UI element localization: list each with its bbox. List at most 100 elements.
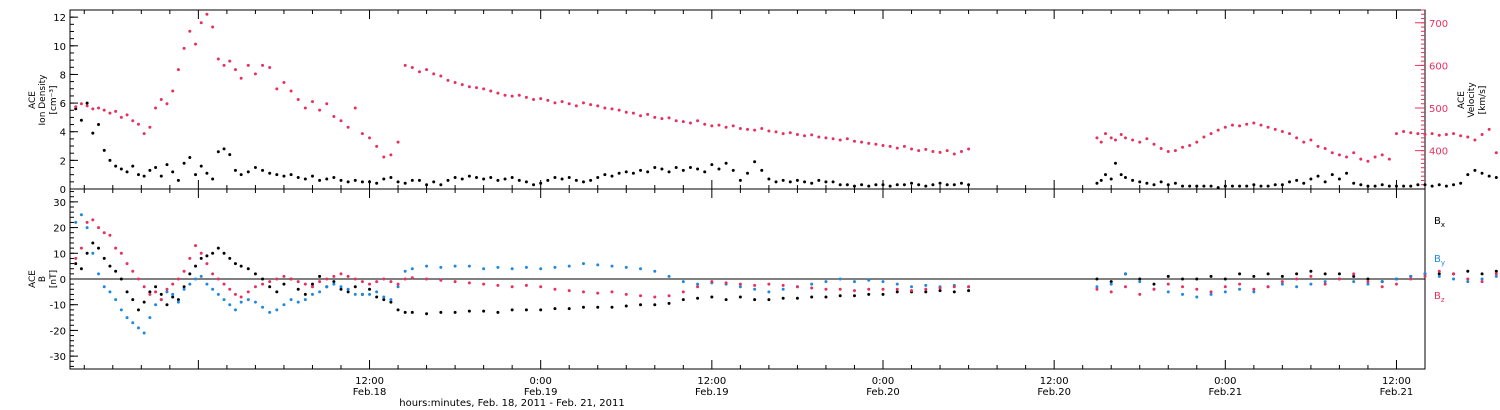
by-point xyxy=(1252,290,1256,294)
bx-point xyxy=(165,303,169,307)
date-tick-label: Feb.18 xyxy=(353,387,387,398)
velocity-point xyxy=(646,112,650,116)
by-point xyxy=(895,282,899,286)
bx-point xyxy=(753,298,757,302)
bz-point xyxy=(810,286,814,290)
velocity-point xyxy=(503,93,507,97)
by-point xyxy=(867,278,871,282)
bx-point xyxy=(1480,272,1484,276)
bx-point xyxy=(1238,272,1242,276)
velocity-point xyxy=(489,89,493,93)
bx-point xyxy=(353,285,357,289)
density-point xyxy=(339,178,343,182)
legend-by: By xyxy=(1434,254,1445,267)
bz-point xyxy=(639,294,643,298)
bz-point xyxy=(382,277,386,281)
bz-point xyxy=(389,280,393,284)
velocity-point xyxy=(1152,142,1156,146)
by-point xyxy=(171,292,175,296)
by-point xyxy=(1352,280,1356,284)
velocity-point xyxy=(888,144,892,148)
density-point xyxy=(617,171,621,175)
density-point xyxy=(1409,184,1413,188)
velocity-point xyxy=(1494,151,1498,155)
density-tick-label: 2 xyxy=(60,156,66,167)
bz-point xyxy=(696,285,700,289)
velocity-point xyxy=(216,57,220,61)
density-point xyxy=(114,164,118,168)
velocity-point xyxy=(1145,137,1149,141)
density-point xyxy=(1295,178,1299,182)
bx-point xyxy=(1095,277,1099,281)
density-point xyxy=(860,183,864,187)
velocity-point xyxy=(653,115,657,119)
density-point xyxy=(268,171,272,175)
density-point xyxy=(1209,184,1213,188)
velocity-point xyxy=(102,108,106,112)
velocity-point xyxy=(838,138,842,142)
by-point xyxy=(1423,272,1427,276)
density-tick-label: 8 xyxy=(60,70,66,81)
bz-point xyxy=(1238,282,1242,286)
density-point xyxy=(1230,184,1234,188)
bx-point xyxy=(154,285,158,289)
velocity-point xyxy=(753,128,757,132)
bx-point xyxy=(1223,277,1227,281)
velocity-point xyxy=(881,144,885,148)
density-point xyxy=(717,167,721,171)
velocity-point xyxy=(1119,132,1123,136)
bx-point xyxy=(74,262,78,266)
velocity-point xyxy=(895,146,899,150)
velocity-point xyxy=(119,115,123,119)
by-point xyxy=(239,300,243,304)
bz-point xyxy=(1323,282,1327,286)
bx-point xyxy=(389,300,393,304)
bx-point xyxy=(838,294,842,298)
velocity-axis-label-line3: [km/s] xyxy=(1478,86,1488,115)
date-tick-label: Feb.19 xyxy=(524,387,558,398)
density-point xyxy=(228,153,232,157)
bx-point xyxy=(1181,277,1185,281)
by-point xyxy=(753,287,757,291)
by-point xyxy=(289,298,293,302)
density-point xyxy=(824,180,828,184)
bx-point xyxy=(346,290,350,294)
bz-point xyxy=(136,277,140,281)
density-point xyxy=(1366,184,1370,188)
velocity-point xyxy=(524,95,528,99)
density-point xyxy=(795,178,799,182)
velocity-point xyxy=(1452,132,1456,136)
by-point xyxy=(624,265,628,269)
bx-point xyxy=(382,298,386,302)
bx-point xyxy=(91,241,95,245)
bz-point xyxy=(360,280,364,284)
bz-point xyxy=(1480,280,1484,284)
bz-point xyxy=(97,226,101,230)
density-point xyxy=(852,184,856,188)
by-point xyxy=(838,277,842,281)
bx-point xyxy=(1209,274,1213,278)
velocity-point xyxy=(1302,140,1306,144)
velocity-point xyxy=(1295,136,1299,140)
density-point xyxy=(753,160,757,164)
bz-point xyxy=(318,280,322,284)
bz-point xyxy=(581,290,585,294)
bx-point xyxy=(553,307,557,311)
bx-point xyxy=(368,287,372,291)
bz-point xyxy=(396,282,400,286)
by-point xyxy=(696,282,700,286)
velocity-point xyxy=(817,135,821,139)
bx-point xyxy=(403,310,407,314)
by-point xyxy=(375,290,379,294)
velocity-tick-label: 700 xyxy=(1429,19,1448,30)
by-point xyxy=(148,316,152,320)
density-point xyxy=(1452,183,1456,187)
density-point xyxy=(1223,184,1227,188)
density-point xyxy=(838,183,842,187)
velocity-axis-ticks: 400 500 600 700 xyxy=(1415,9,1448,186)
date-tick-label: Feb.20 xyxy=(866,387,900,398)
density-point xyxy=(895,183,899,187)
density-point xyxy=(1266,184,1270,188)
velocity-point xyxy=(902,144,906,148)
by-point xyxy=(85,226,89,230)
